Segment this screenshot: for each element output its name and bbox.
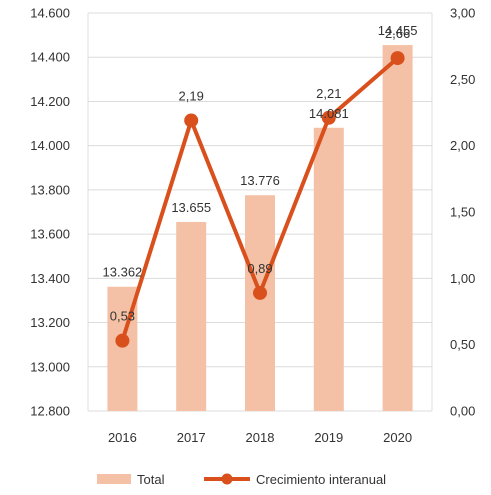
line-data-label: 0,89 — [247, 261, 272, 276]
legend-swatch-marker — [221, 473, 233, 485]
line-data-label: 2,19 — [179, 88, 204, 103]
left-tick-label: 12.800 — [30, 404, 70, 419]
left-tick-label: 14.600 — [30, 6, 70, 21]
bar-data-label: 14.455 — [378, 23, 418, 38]
line-data-label: 2,21 — [316, 86, 341, 101]
x-tick-label: 2016 — [108, 430, 137, 445]
growth-marker — [390, 51, 405, 66]
bar-data-label: 13.655 — [171, 200, 211, 215]
x-tick-label: 2018 — [246, 430, 275, 445]
growth-line — [115, 51, 405, 348]
x-tick-label: 2019 — [314, 430, 343, 445]
left-tick-label: 13.600 — [30, 227, 70, 242]
bar-data-label: 13.362 — [103, 265, 143, 280]
bar — [245, 195, 275, 411]
growth-marker — [253, 285, 267, 300]
right-tick-label: 0,50 — [450, 337, 475, 352]
bars — [107, 45, 413, 412]
legend-swatch-total — [97, 474, 131, 484]
right-tick-label: 1,50 — [450, 205, 475, 220]
bar — [382, 45, 413, 412]
bar-data-label: 14.081 — [309, 106, 349, 121]
legend-label-total: Total — [137, 472, 165, 487]
growth-marker — [321, 110, 336, 125]
line-data-label: 2,66 — [385, 26, 410, 41]
left-axis: 12.800 13.000 13.200 13.400 13.600 13.800 14.0… — [30, 6, 70, 419]
bar — [313, 127, 344, 412]
legend-label-growth: Crecimiento interanual — [256, 472, 386, 487]
left-tick-label: 13.000 — [30, 359, 70, 374]
line-data-label: 0,53 — [110, 309, 135, 324]
growth-marker — [184, 113, 199, 128]
left-tick-label: 14.000 — [30, 138, 70, 153]
bar — [176, 221, 207, 411]
right-tick-label: 1,00 — [450, 271, 475, 286]
x-tick-label: 2017 — [177, 430, 206, 445]
x-axis: 2016 2017 2018 2019 2020 — [108, 430, 412, 445]
left-tick-label: 13.800 — [30, 182, 70, 197]
left-tick-label: 14.400 — [30, 50, 70, 65]
right-tick-label: 0,00 — [450, 404, 475, 419]
left-tick-label: 14.200 — [30, 94, 70, 109]
x-tick-label: 2020 — [383, 430, 412, 445]
right-tick-label: 3,00 — [450, 6, 475, 21]
left-tick-label: 13.400 — [30, 271, 70, 286]
right-tick-label: 2,50 — [450, 72, 475, 87]
right-tick-label: 2,00 — [450, 138, 475, 153]
right-axis: 0,00 0,50 1,00 1,50 2,00 2,50 3,00 — [450, 6, 475, 419]
left-tick-label: 13.200 — [30, 315, 70, 330]
growth-marker — [115, 333, 130, 348]
legend: Total Crecimiento interanual — [97, 472, 386, 487]
data-labels: 13.362 13.655 13.776 14.081 14.455 0,53 2,19 0,… — [103, 23, 418, 324]
bar-data-label: 13.776 — [240, 173, 280, 188]
